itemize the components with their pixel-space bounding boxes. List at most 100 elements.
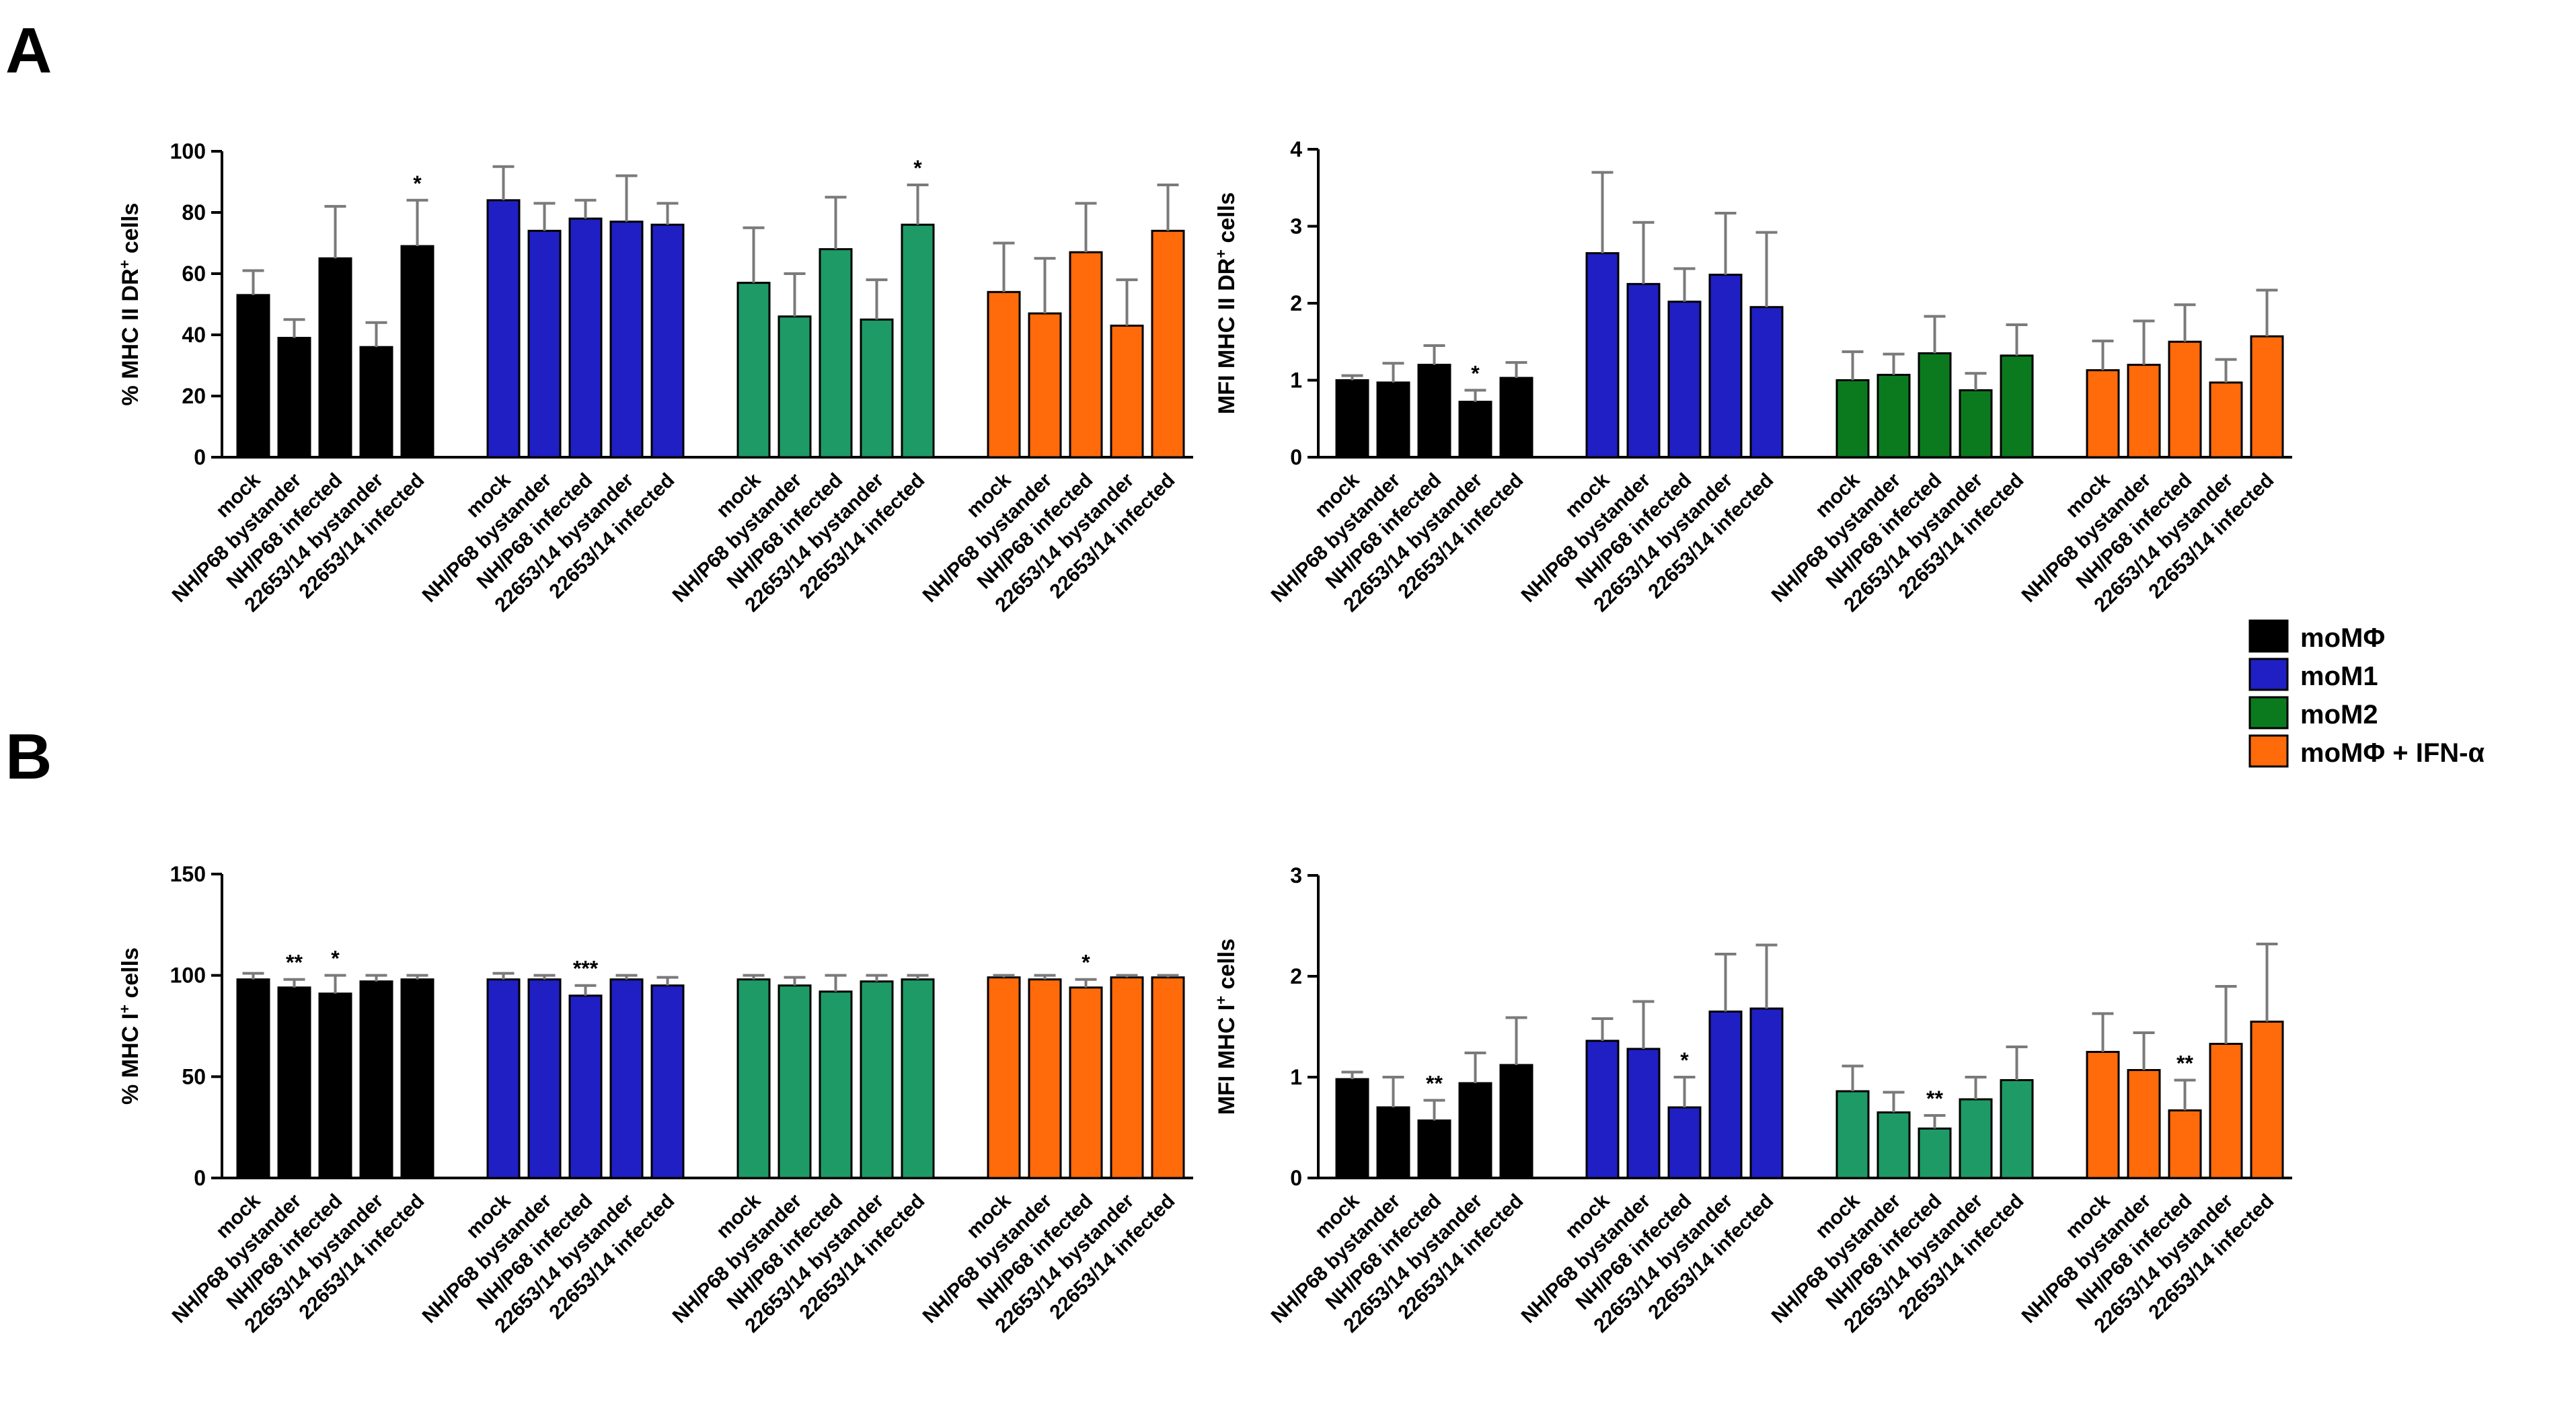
y-tick-label: 0 bbox=[1290, 445, 1302, 469]
bar bbox=[860, 980, 894, 1179]
bar bbox=[527, 229, 562, 459]
bar bbox=[2209, 381, 2243, 459]
y-tick-label: 60 bbox=[182, 262, 206, 286]
bar bbox=[236, 294, 270, 459]
bar bbox=[1028, 978, 1062, 1179]
bar bbox=[568, 994, 603, 1179]
bar bbox=[1626, 1048, 1661, 1179]
legend-label-mom1: moM1 bbox=[2300, 662, 2378, 691]
bar bbox=[2000, 1079, 2034, 1179]
bar bbox=[1959, 389, 1993, 459]
bar bbox=[1417, 364, 1451, 459]
bar bbox=[1835, 379, 1870, 459]
bar bbox=[819, 248, 853, 459]
significance-marker: ** bbox=[1426, 1072, 1443, 1096]
y-tick-label: 3 bbox=[1290, 863, 1302, 888]
bar bbox=[2086, 369, 2120, 459]
y-tick-label: 50 bbox=[182, 1064, 206, 1089]
bar bbox=[1069, 251, 1103, 459]
panel-letter-b: B bbox=[5, 721, 52, 793]
y-tick-label: 0 bbox=[194, 1166, 206, 1190]
bar bbox=[1835, 1090, 1870, 1179]
y-tick-label: 80 bbox=[182, 200, 206, 225]
bar bbox=[277, 986, 311, 1179]
bar bbox=[318, 992, 352, 1179]
y-tick-label: 2 bbox=[1290, 291, 1302, 315]
bar bbox=[1667, 1106, 1702, 1179]
bar bbox=[2000, 354, 2034, 459]
bar bbox=[2209, 1043, 2243, 1179]
bar bbox=[860, 318, 894, 459]
legend-swatch-momphi bbox=[2248, 619, 2289, 653]
bar bbox=[1499, 377, 1533, 459]
bar bbox=[1458, 401, 1492, 459]
bar bbox=[1110, 324, 1144, 459]
bar bbox=[2086, 1051, 2120, 1179]
significance-marker: ** bbox=[1926, 1087, 1943, 1111]
legend: moMΦ moM1 moM2 moMΦ + IFN-α bbox=[2248, 619, 2485, 768]
bar bbox=[1335, 379, 1369, 459]
bar bbox=[1585, 1039, 1620, 1179]
y-tick-label: 40 bbox=[182, 323, 206, 347]
bar bbox=[1458, 1082, 1492, 1179]
bar bbox=[650, 984, 685, 1179]
bar bbox=[1376, 1106, 1410, 1179]
legend-label-momphi-ifn: moMΦ + IFN-α bbox=[2300, 738, 2485, 768]
bar bbox=[2127, 1069, 2161, 1179]
bar bbox=[1626, 282, 1661, 459]
y-tick-label: 20 bbox=[182, 384, 206, 408]
bar bbox=[1417, 1119, 1451, 1179]
y-tick-label: 1 bbox=[1290, 1065, 1302, 1089]
significance-marker: ** bbox=[2176, 1052, 2193, 1076]
significance-marker: * bbox=[1680, 1048, 1689, 1072]
significance-marker: ** bbox=[286, 951, 303, 975]
significance-marker: * bbox=[331, 947, 340, 971]
bar bbox=[1708, 1011, 1743, 1179]
bar bbox=[2250, 335, 2284, 459]
bar bbox=[2127, 364, 2161, 459]
bar bbox=[2250, 1021, 2284, 1179]
bar bbox=[1110, 976, 1144, 1179]
bar bbox=[2168, 340, 2202, 459]
bar bbox=[1877, 373, 1911, 459]
bar bbox=[1376, 381, 1410, 459]
y-axis-label: % MHC I+ cells bbox=[116, 947, 143, 1105]
bar bbox=[901, 223, 935, 459]
bar bbox=[1708, 274, 1743, 459]
legend-label-mom2: moM2 bbox=[2300, 700, 2378, 730]
bar bbox=[1749, 1007, 1784, 1179]
bar bbox=[609, 221, 644, 459]
bar bbox=[359, 346, 393, 459]
significance-marker: * bbox=[1082, 951, 1090, 975]
bar bbox=[1028, 312, 1062, 459]
bar bbox=[1585, 252, 1620, 459]
legend-label-momphi: moMΦ bbox=[2300, 623, 2385, 653]
y-tick-label: 150 bbox=[170, 862, 206, 886]
legend-swatch-momphi-ifn bbox=[2248, 734, 2289, 768]
y-axis-label: % MHC II DR+ cells bbox=[116, 203, 143, 406]
bar bbox=[650, 223, 685, 459]
significance-marker: * bbox=[1471, 361, 1480, 385]
bar bbox=[568, 217, 603, 459]
bar bbox=[778, 984, 812, 1179]
bar bbox=[1335, 1078, 1369, 1179]
bar bbox=[901, 978, 935, 1179]
bar bbox=[1069, 986, 1103, 1179]
bar bbox=[1151, 976, 1185, 1179]
y-tick-label: 3 bbox=[1290, 214, 1302, 239]
bar bbox=[277, 337, 311, 459]
significance-marker: * bbox=[413, 171, 422, 196]
bar bbox=[609, 978, 644, 1179]
y-tick-label: 2 bbox=[1290, 964, 1302, 988]
bar bbox=[486, 199, 521, 459]
bar bbox=[486, 978, 521, 1179]
bar bbox=[400, 245, 434, 459]
y-tick-label: 4 bbox=[1290, 137, 1302, 161]
bar bbox=[1918, 352, 1952, 459]
bar bbox=[527, 978, 562, 1179]
bar bbox=[1151, 229, 1185, 459]
